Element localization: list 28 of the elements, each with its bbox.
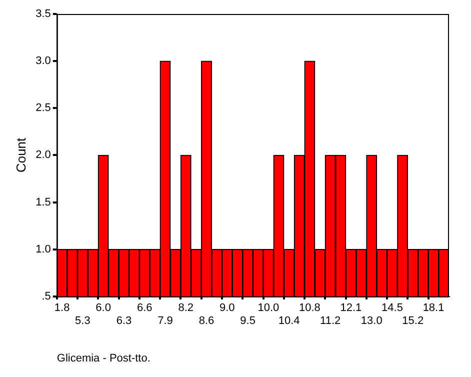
y-tick-label: 1.5 bbox=[36, 196, 51, 208]
y-tick-label: 3.5 bbox=[36, 8, 51, 20]
x-tick-label: 10.0 bbox=[258, 302, 280, 314]
y-tick-label: 2.0 bbox=[36, 149, 51, 162]
x-tick-label: 14.5 bbox=[382, 302, 403, 314]
x-tick-label: 9.5 bbox=[240, 315, 256, 328]
x-tick-label: 18.1 bbox=[422, 302, 444, 314]
x-tick-label: 8.6 bbox=[198, 315, 214, 328]
x-tick-label: 13.0 bbox=[360, 315, 382, 328]
y-tick-label: 3.0 bbox=[36, 55, 51, 68]
y-tick-label: .5 bbox=[42, 290, 51, 302]
y-axis-title: Count bbox=[13, 137, 28, 173]
x-tick-label: 7.9 bbox=[158, 315, 173, 328]
x-tick-label: 1.8 bbox=[54, 302, 70, 314]
y-tick-label: 1.0 bbox=[36, 243, 51, 256]
x-tick-label: 8.2 bbox=[178, 302, 194, 314]
x-tick-label: 10.8 bbox=[298, 302, 320, 314]
y-tick-label: 2.5 bbox=[36, 102, 51, 114]
x-tick-label: 6.6 bbox=[136, 302, 152, 314]
x-tick-label: 10.4 bbox=[278, 315, 300, 328]
x-tick-label: 9.0 bbox=[220, 302, 235, 314]
x-tick-label: 6.0 bbox=[96, 302, 111, 314]
x-axis-title: Glicemia - Post-tto. bbox=[56, 352, 150, 364]
x-tick-label: 5.3 bbox=[75, 315, 90, 328]
x-tick-label: 15.2 bbox=[402, 315, 424, 328]
x-tick-label: 11.2 bbox=[320, 315, 341, 328]
x-tick-label: 12.1 bbox=[340, 302, 362, 314]
x-tick-label: 6.3 bbox=[116, 315, 132, 328]
